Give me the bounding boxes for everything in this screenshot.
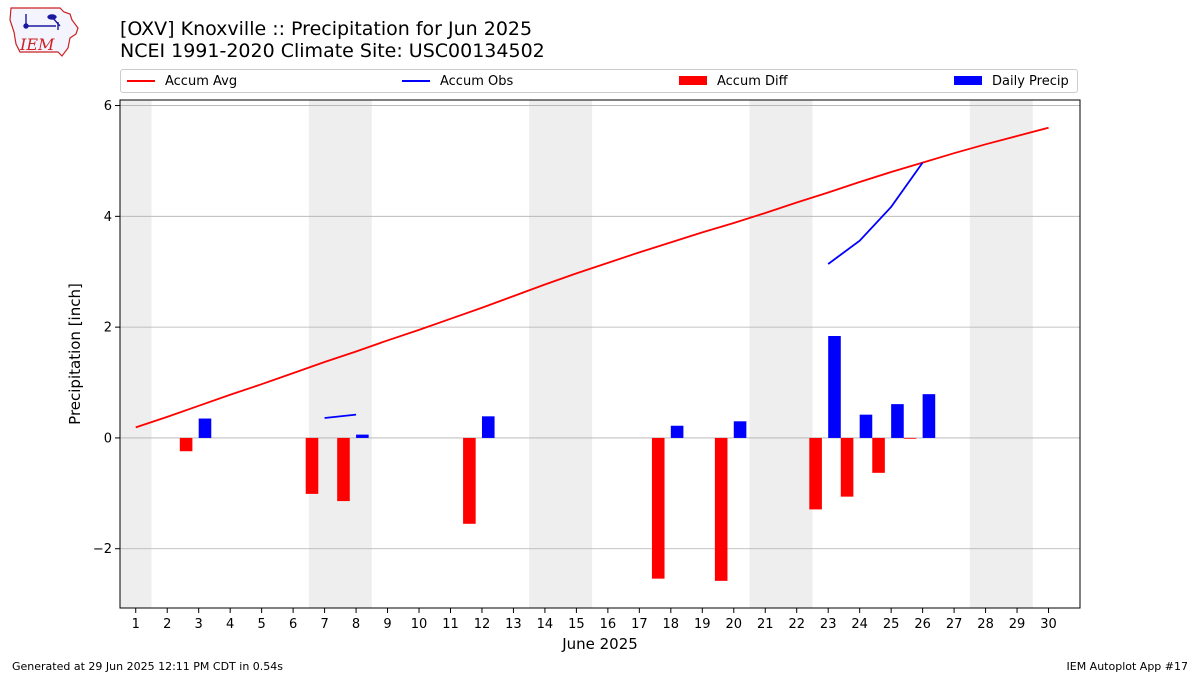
weekend-band [120,100,152,608]
x-tick-label: 23 [820,617,837,632]
legend-label: Daily Precip [992,74,1069,89]
accum-obs-line [324,413,357,419]
plot-frame [119,99,1081,609]
accum-diff-bar [840,437,854,497]
x-tick-label: 2 [163,617,171,632]
x-tick-label: 20 [725,617,742,632]
daily-precip-bar [891,404,904,438]
accum-diff-bar [809,437,822,510]
x-tick-label: 14 [537,617,554,632]
accum-diff-bar [903,437,917,439]
x-axis-label: June 2025 [561,635,638,653]
y-tick-label: 0 [104,431,112,446]
legend-swatch [954,76,982,85]
legend-item-daily-precip: Daily Precip [954,73,1069,90]
x-tick-label: 3 [195,617,203,632]
legend: Accum Avg Accum Obs Accum Diff Daily Pre… [120,69,1078,93]
daily-precip-bar [481,416,495,438]
x-tick-label: 16 [600,617,617,632]
footer-generated: Generated at 29 Jun 2025 12:11 PM CDT in… [12,660,284,673]
legend-swatch [402,79,430,82]
x-tick-label: 28 [977,617,994,632]
legend-swatch [127,79,155,82]
accum-lines [135,126,1049,429]
x-tick-label: 15 [568,617,585,632]
x-tick-label: 6 [289,617,297,632]
accum-diff-bar [651,437,665,579]
accum-diff-bar [337,437,350,502]
x-tick-label: 27 [946,617,963,632]
accum-obs-line [827,162,924,265]
y-tick-label: 6 [104,99,112,114]
legend-label: Accum Avg [165,74,238,89]
x-tick-label: 9 [383,617,391,632]
weekend-band [749,100,813,608]
weekend-band [308,100,372,608]
x-tick-label: 26 [914,617,931,632]
accum-diff-bars [179,437,917,581]
daily-precip-bar [356,434,369,438]
legend-item-accum-diff: Accum Diff [679,73,788,90]
y-axis-label: Precipitation [inch] [66,283,84,425]
legend-item-accum-avg: Accum Avg [127,73,237,90]
x-tick-label: 25 [883,617,900,632]
daily-precip-bar [922,394,936,438]
weather-station-icon [23,14,61,30]
accum-diff-bar [305,437,319,494]
daily-precip-bar [733,421,747,438]
x-tick-label: 4 [226,617,234,632]
legend-label: Accum Obs [440,74,514,89]
x-tick-label: 19 [694,617,711,632]
daily-precip-bar [670,425,684,438]
x-tick-label: 5 [257,617,265,632]
x-tick-label: 1 [132,617,140,632]
x-tick-label: 21 [757,617,774,632]
chart-title: [OXV] Knoxville :: Precipitation for Jun… [120,18,533,40]
x-tick-label: 18 [663,617,680,632]
legend-item-accum-obs: Accum Obs [402,73,513,90]
accum-diff-bar [463,437,476,524]
daily-precip-bars [198,335,936,438]
weekend-band [529,100,593,608]
svg-text:IEM: IEM [19,35,55,54]
y-tick-label: 2 [104,321,112,336]
y-tick-label: 4 [104,210,112,225]
accum-diff-bar [714,437,728,581]
x-tick-label: 17 [631,617,648,632]
x-tick-label: 8 [352,617,360,632]
x-tick-label: 11 [442,617,459,632]
daily-precip-bar [859,414,873,438]
footer-app: IEM Autoplot App #17 [1066,660,1189,673]
weekend-shading [120,100,1033,608]
iem-logo: IEM [9,7,79,57]
x-tick-label: 13 [505,617,522,632]
x-tick-label: 22 [788,617,805,632]
x-tick-label: 30 [1040,617,1057,632]
legend-label: Accum Diff [717,74,788,89]
chart-subtitle: NCEI 1991-2020 Climate Site: USC00134502 [120,40,545,62]
x-tick-label: 24 [851,617,868,632]
x-tick-label: 7 [320,617,328,632]
accum-diff-bar [872,437,885,473]
legend-swatch [679,76,707,85]
x-tick-label: 12 [474,617,491,632]
accum-diff-bar [179,437,193,452]
daily-precip-bar [828,335,841,438]
weekend-band [969,100,1033,608]
accum-avg-line [135,126,1049,429]
daily-precip-bar [198,418,212,438]
gridlines [120,105,1080,550]
y-tick-label: −2 [93,542,112,557]
x-tick-label: 29 [1009,617,1026,632]
x-tick-label: 10 [411,617,428,632]
